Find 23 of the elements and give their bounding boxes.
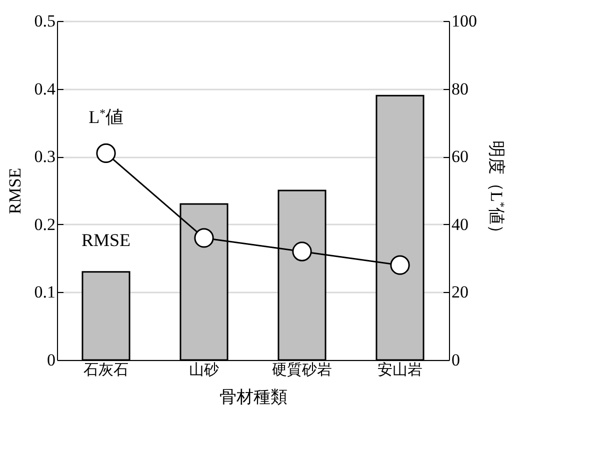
y-tick-label: 0.3 bbox=[34, 147, 56, 166]
point bbox=[292, 242, 312, 262]
y2-tick-label: 80 bbox=[452, 79, 468, 98]
x-tick-label: 山砂 bbox=[189, 362, 219, 378]
point bbox=[194, 228, 214, 248]
annotation: L$^{*}$値 bbox=[88, 106, 124, 128]
y-axis-title: RMSE bbox=[5, 168, 24, 214]
point bbox=[390, 255, 410, 275]
y2-tick-label: 40 bbox=[452, 214, 468, 234]
y-tick-label: 0.2 bbox=[34, 214, 56, 234]
x-axis-title: 骨材種類 bbox=[220, 388, 288, 406]
y2-tick-label: 20 bbox=[452, 282, 468, 302]
y-tick-label: 0.1 bbox=[34, 282, 56, 302]
x-tick-label: 硬質砂岩 bbox=[272, 362, 332, 378]
y2-tick-label: 0 bbox=[452, 350, 460, 370]
y2-tick-label: 60 bbox=[452, 147, 468, 166]
y-tick-label: 0.5 bbox=[34, 12, 56, 30]
y2-tick-label: 100 bbox=[452, 12, 477, 30]
y-tick-label: 0 bbox=[47, 350, 56, 370]
x-tick-label: 石灰石 bbox=[84, 362, 128, 378]
y-tick-label: 0.4 bbox=[34, 79, 56, 98]
annotation: RMSE bbox=[81, 230, 131, 250]
x-tick-label: 安山岩 bbox=[378, 362, 422, 378]
